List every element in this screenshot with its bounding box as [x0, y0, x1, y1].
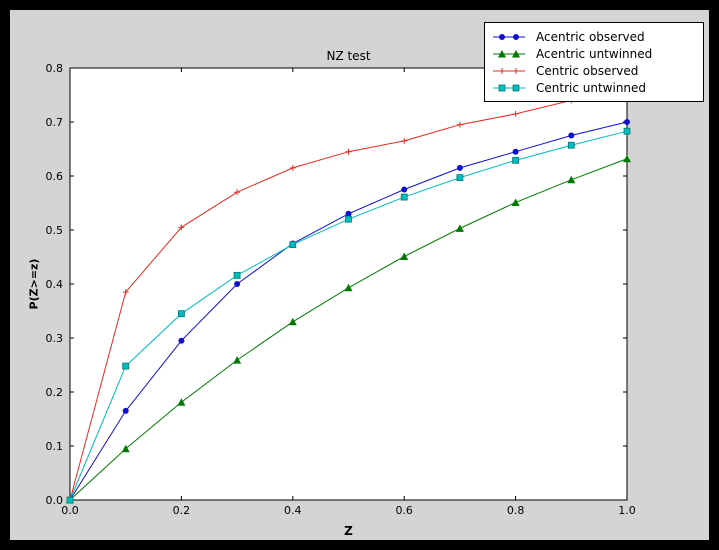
legend-label: Centric observed	[536, 63, 639, 78]
legend-sample-line	[493, 33, 525, 40]
figure-window: 0.0 0.2 0.4 0.6 0.8 1.0 0.0 0.1 0.2 0.3 0.4 0.5 0.6 0…	[10, 10, 709, 540]
svg-text:0.4: 0.4	[284, 504, 302, 517]
svg-text:0.0: 0.0	[61, 504, 79, 517]
legend-item: Acentric observed	[491, 28, 697, 45]
svg-text:0.6: 0.6	[395, 504, 413, 517]
legend: Acentric observed Acentric untwinned Centr…	[484, 22, 704, 102]
svg-text:0.0: 0.0	[46, 494, 64, 507]
svg-text:0.2: 0.2	[173, 504, 191, 517]
svg-text:0.7: 0.7	[46, 116, 64, 129]
svg-text:0.8: 0.8	[507, 504, 525, 517]
svg-text:0.6: 0.6	[46, 170, 64, 183]
svg-text:0.5: 0.5	[46, 224, 64, 237]
legend-item: Centric observed	[491, 62, 697, 79]
svg-text:0.3: 0.3	[46, 332, 64, 345]
chart-title: NZ test	[326, 49, 371, 63]
svg-text:0.1: 0.1	[46, 440, 64, 453]
x-axis-label: Z	[344, 524, 353, 538]
svg-text:0.2: 0.2	[46, 386, 64, 399]
svg-text:0.8: 0.8	[46, 62, 64, 75]
legend-label: Acentric untwinned	[536, 46, 653, 61]
legend-item: Centric untwinned	[491, 79, 697, 96]
svg-text:1.0: 1.0	[618, 504, 636, 517]
legend-sample-line	[493, 49, 525, 57]
plot-canvas: 0.0 0.2 0.4 0.6 0.8 1.0 0.0 0.1 0.2 0.3 0.4 0.5 0.6 0…	[46, 62, 636, 517]
legend-sample-line	[493, 84, 525, 91]
legend-item: Acentric untwinned	[491, 45, 697, 62]
legend-label: Centric untwinned	[536, 80, 647, 95]
y-axis-label: P(Z>=z)	[27, 258, 41, 310]
svg-text:0.4: 0.4	[46, 278, 64, 291]
legend-sample-line	[493, 67, 525, 74]
legend-label: Acentric observed	[536, 29, 645, 44]
